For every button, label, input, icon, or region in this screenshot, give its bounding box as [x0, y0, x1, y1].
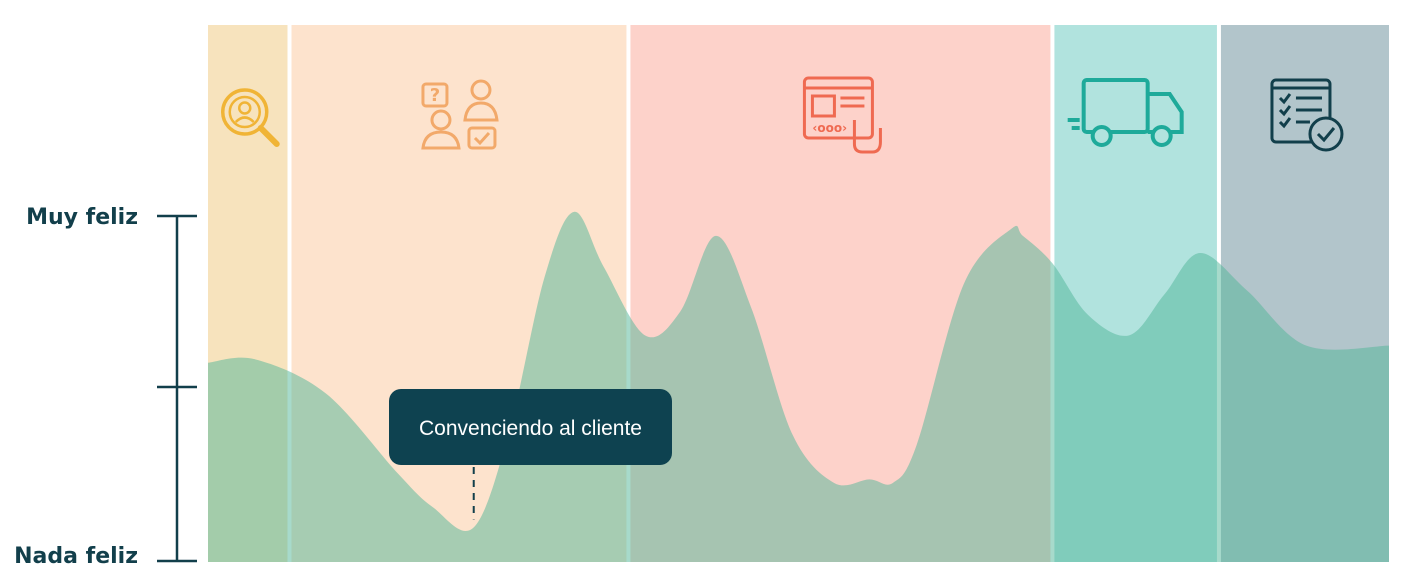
annotation: Convenciendo al cliente: [389, 389, 672, 520]
stage-icons: ? ‹ooo›: [220, 76, 1344, 154]
annotation-tooltip-text: Convenciendo al cliente: [419, 417, 642, 440]
magnifier-person-icon: [220, 88, 280, 147]
svg-text:‹ooo›: ‹ooo›: [812, 121, 847, 135]
emotion-area: [208, 211, 1389, 562]
annotation-tooltip-box: [389, 389, 672, 465]
web-shop-click-icon: ‹ooo›: [802, 76, 882, 154]
y-axis-label-bottom: Nada feliz: [14, 544, 138, 569]
checklist-icon: [1270, 78, 1344, 152]
svg-text:?: ?: [430, 85, 440, 106]
delivery-truck-icon: [1067, 78, 1184, 147]
chat-people-icon: ?: [421, 79, 499, 150]
y-axis-label-top: Muy feliz: [26, 205, 138, 230]
y-axis: Muy feliz Nada feliz: [14, 205, 197, 569]
